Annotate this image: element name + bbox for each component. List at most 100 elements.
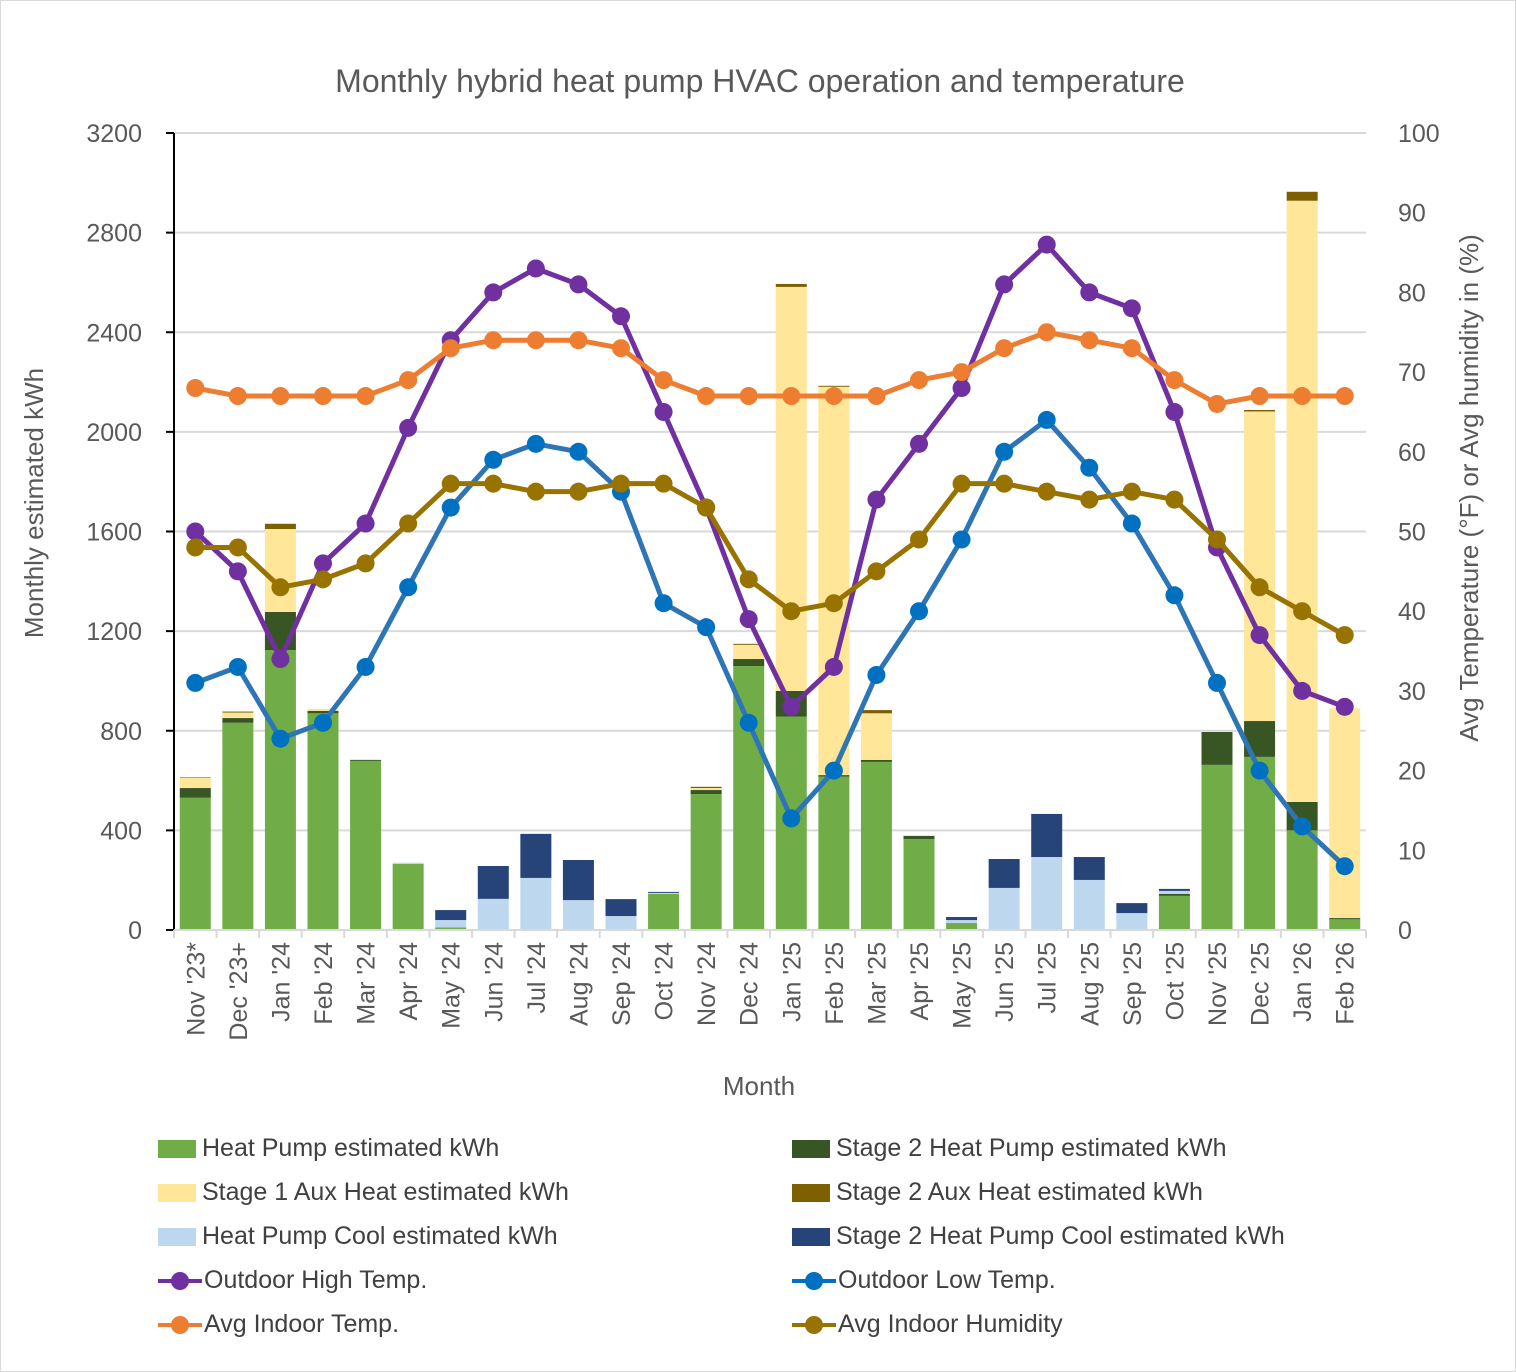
bar-segment: [1158, 890, 1190, 894]
data-point: [867, 490, 886, 509]
data-point: [271, 650, 290, 669]
data-point: [1165, 586, 1184, 605]
legend-line-marker: [792, 1315, 836, 1334]
bar-segment: [1244, 411, 1276, 722]
bar-segment: [988, 887, 1020, 930]
data-point: [1293, 602, 1312, 621]
data-point: [484, 331, 503, 350]
legend-label: Stage 2 Heat Pump estimated kWh: [836, 1134, 1227, 1162]
legend-item: Outdoor Low Temp.: [792, 1266, 1056, 1295]
data-point: [1080, 458, 1099, 477]
bar-series-group: [179, 191, 1361, 930]
data-point: [1335, 626, 1354, 645]
data-point: [1122, 299, 1141, 318]
bar-segment: [1329, 918, 1361, 920]
bar-segment: [860, 713, 892, 760]
bar-segment: [1158, 888, 1190, 891]
bar-segment: [435, 910, 467, 921]
data-point: [356, 554, 375, 573]
data-point: [186, 673, 205, 692]
bar-segment: [818, 386, 850, 776]
legend-line-marker: [158, 1271, 202, 1290]
y-axis-label: Monthly estimated kWh: [19, 368, 49, 638]
data-point: [569, 275, 588, 294]
bar-segment: [988, 859, 1020, 888]
bar-segment: [946, 923, 978, 930]
data-point: [739, 610, 758, 629]
bar-segment: [307, 710, 339, 714]
legend-label: Outdoor High Temp.: [204, 1266, 428, 1294]
data-point: [995, 442, 1014, 461]
data-point: [867, 665, 886, 684]
y-tick-label: 3200: [86, 120, 142, 148]
data-point: [910, 602, 928, 621]
bar-segment: [690, 790, 722, 795]
bar-segment: [1031, 857, 1063, 930]
x-tick-label: Nov '23*: [182, 942, 210, 1036]
y-tick-label: 0: [128, 917, 142, 945]
bar-segment: [562, 860, 594, 901]
bar-segment: [562, 900, 594, 930]
legend-item: Stage 2 Aux Heat estimated kWh: [792, 1178, 1203, 1207]
data-point: [399, 371, 418, 390]
data-point: [782, 809, 801, 828]
data-point: [484, 450, 503, 469]
data-point: [1080, 283, 1099, 302]
bar-segment: [648, 891, 680, 893]
data-point: [1165, 490, 1184, 509]
data-point: [824, 387, 843, 406]
bar-segment: [1201, 731, 1233, 765]
data-point: [697, 618, 716, 637]
bar-segment: [1286, 191, 1318, 201]
x-tick-label: Jan '25: [778, 942, 806, 1022]
legend-label: Heat Pump estimated kWh: [202, 1134, 500, 1162]
x-tick-label: Jan '26: [1289, 942, 1317, 1022]
x-tick-label: Feb '24: [310, 942, 338, 1025]
data-point: [1037, 323, 1056, 342]
x-tick-label: Nov '25: [1204, 942, 1232, 1026]
y-tick-label: 2800: [86, 220, 142, 248]
bar-segment: [860, 710, 892, 714]
data-point: [356, 387, 375, 406]
legend-item: Heat Pump Cool estimated kWh: [158, 1222, 558, 1251]
bar-segment: [1286, 200, 1318, 802]
bar-segment: [1329, 919, 1361, 930]
data-point: [186, 538, 205, 557]
bar-segment: [520, 877, 552, 930]
y2-tick-label: 40: [1398, 598, 1426, 626]
data-point: [952, 379, 971, 398]
x-tick-label: Jun '24: [480, 942, 508, 1022]
data-point: [526, 331, 545, 350]
data-point: [1037, 410, 1056, 429]
x-tick-label: Jan '24: [267, 942, 295, 1022]
legend-item: Outdoor High Temp.: [158, 1266, 427, 1295]
legend-swatch: [792, 1139, 830, 1158]
y2-tick-label: 20: [1398, 758, 1426, 786]
x-tick-label: Oct '25: [1161, 942, 1189, 1020]
data-point: [1208, 673, 1226, 692]
bar-segment: [1329, 708, 1361, 919]
data-point: [867, 562, 886, 581]
bar-segment: [1286, 830, 1318, 930]
x-tick-label: Jul '25: [1034, 942, 1062, 1013]
bar-segment: [307, 713, 339, 930]
legend-label: Heat Pump Cool estimated kWh: [202, 1222, 558, 1250]
bar-segment: [733, 644, 765, 660]
bar-segment: [1073, 857, 1105, 880]
data-point: [739, 570, 758, 589]
series-line: [195, 481, 1346, 638]
y2-tick-label: 50: [1398, 519, 1426, 547]
bar-segment: [264, 529, 296, 612]
x-tick-label: Apr '24: [395, 942, 423, 1021]
data-point: [441, 474, 460, 493]
x-tick-label: Sep '24: [608, 942, 636, 1026]
bar-segment: [179, 797, 211, 930]
data-point: [526, 259, 545, 278]
bar-segment: [733, 659, 765, 666]
data-point: [1293, 817, 1312, 836]
x-tick-label: Jun '25: [991, 942, 1019, 1022]
bar-segment: [1201, 764, 1233, 930]
bar-segment: [435, 927, 467, 930]
x-tick-label: Aug '24: [565, 942, 593, 1026]
y2-tick-label: 60: [1398, 439, 1426, 467]
